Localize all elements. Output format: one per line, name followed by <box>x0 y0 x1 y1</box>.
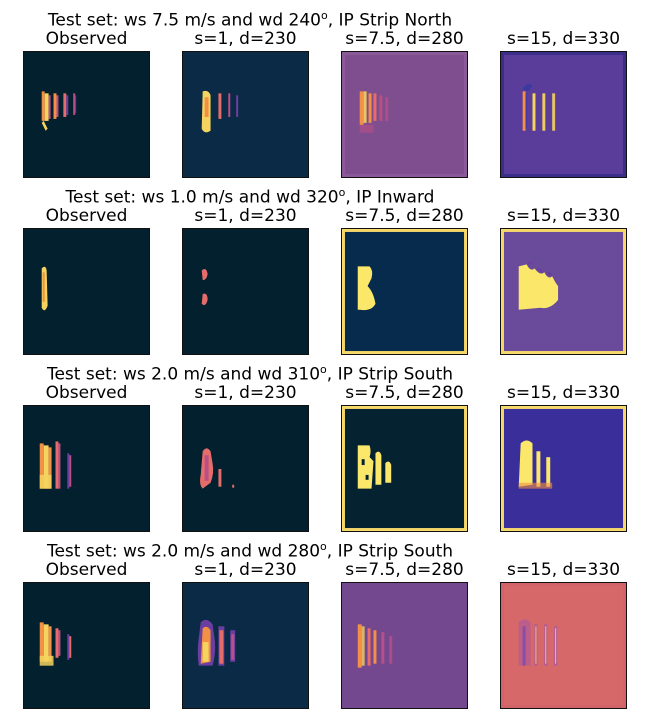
plume-map <box>24 583 149 708</box>
plume-map <box>183 52 308 177</box>
row-title-text: Test set: ws 7.5 m/s and wd 240 <box>47 10 321 31</box>
row-title: Test set: ws 2.0 m/s and wd 310o, IP Str… <box>0 360 500 385</box>
row-title-text: Test set: ws 2.0 m/s and wd 280 <box>46 541 321 562</box>
plume-map <box>24 406 149 531</box>
heatmap-panel <box>341 228 468 355</box>
plume-map <box>342 52 467 177</box>
row-title: Test set: ws 1.0 m/s and wd 320o, IP Inw… <box>0 183 500 208</box>
row-title: Test set: ws 2.0 m/s and wd 280o, IP Str… <box>0 537 500 562</box>
heatmap-panel <box>341 582 468 709</box>
degree-superscript: o <box>338 186 346 199</box>
degree-superscript: o <box>320 540 327 553</box>
plume-map <box>501 229 626 354</box>
plume-map <box>501 583 626 708</box>
row-title-text: Test set: ws 1.0 m/s and wd 320 <box>65 187 339 208</box>
heatmap-panel <box>182 582 309 709</box>
heatmap-panel <box>23 582 150 709</box>
heatmap-panel <box>182 228 309 355</box>
plume-map <box>183 406 308 531</box>
heatmap-panel <box>182 405 309 532</box>
panel-label: Observed <box>45 206 128 226</box>
heatmap-panel <box>500 582 627 709</box>
row-title: Test set: ws 7.5 m/s and wd 240o, IP Str… <box>0 6 500 31</box>
plume-map <box>342 583 467 708</box>
panel-label: s=15, d=330 <box>506 560 621 580</box>
heatmap-panel <box>341 51 468 178</box>
panel-label: s=15, d=330 <box>506 206 621 226</box>
panel-label: Observed <box>45 560 128 580</box>
heatmap-panel <box>500 228 627 355</box>
row-title-site: , IP Strip South <box>326 541 454 562</box>
heatmap-panel <box>341 405 468 532</box>
panel-label: s=1, d=230 <box>194 29 297 49</box>
heatmap-panel <box>23 405 150 532</box>
panel-label: s=7.5, d=280 <box>345 383 464 403</box>
panel-label: s=7.5, d=280 <box>345 206 464 226</box>
degree-superscript: o <box>320 363 327 376</box>
panel-label: s=15, d=330 <box>506 29 621 49</box>
plume-map <box>183 583 308 708</box>
panel-label: s=15, d=330 <box>506 383 621 403</box>
panel-label: s=1, d=230 <box>194 560 297 580</box>
degree-superscript: o <box>320 9 328 22</box>
plume-map <box>342 406 467 531</box>
row-title-text: Test set: ws 2.0 m/s and wd 310 <box>46 364 321 385</box>
plume-map <box>501 406 626 531</box>
panel-label: s=7.5, d=280 <box>345 29 464 49</box>
plume-map <box>24 229 149 354</box>
heatmap-panel <box>500 405 627 532</box>
row-title-site: , IP Strip South <box>326 364 454 385</box>
panel-label: s=1, d=230 <box>194 383 297 403</box>
heatmap-panel <box>23 228 150 355</box>
row-title-site: , IP Strip North <box>327 10 453 31</box>
panel-label: Observed <box>45 29 128 49</box>
row-title-site: , IP Inward <box>345 187 435 208</box>
panel-label: s=7.5, d=280 <box>345 560 464 580</box>
plume-map <box>183 229 308 354</box>
heatmap-panel <box>500 51 627 178</box>
panel-label: Observed <box>45 383 128 403</box>
heatmap-panel <box>23 51 150 178</box>
plume-map <box>24 52 149 177</box>
panel-label: s=1, d=230 <box>194 206 297 226</box>
plume-map <box>501 52 626 177</box>
heatmap-panel <box>182 51 309 178</box>
plume-map <box>342 229 467 354</box>
